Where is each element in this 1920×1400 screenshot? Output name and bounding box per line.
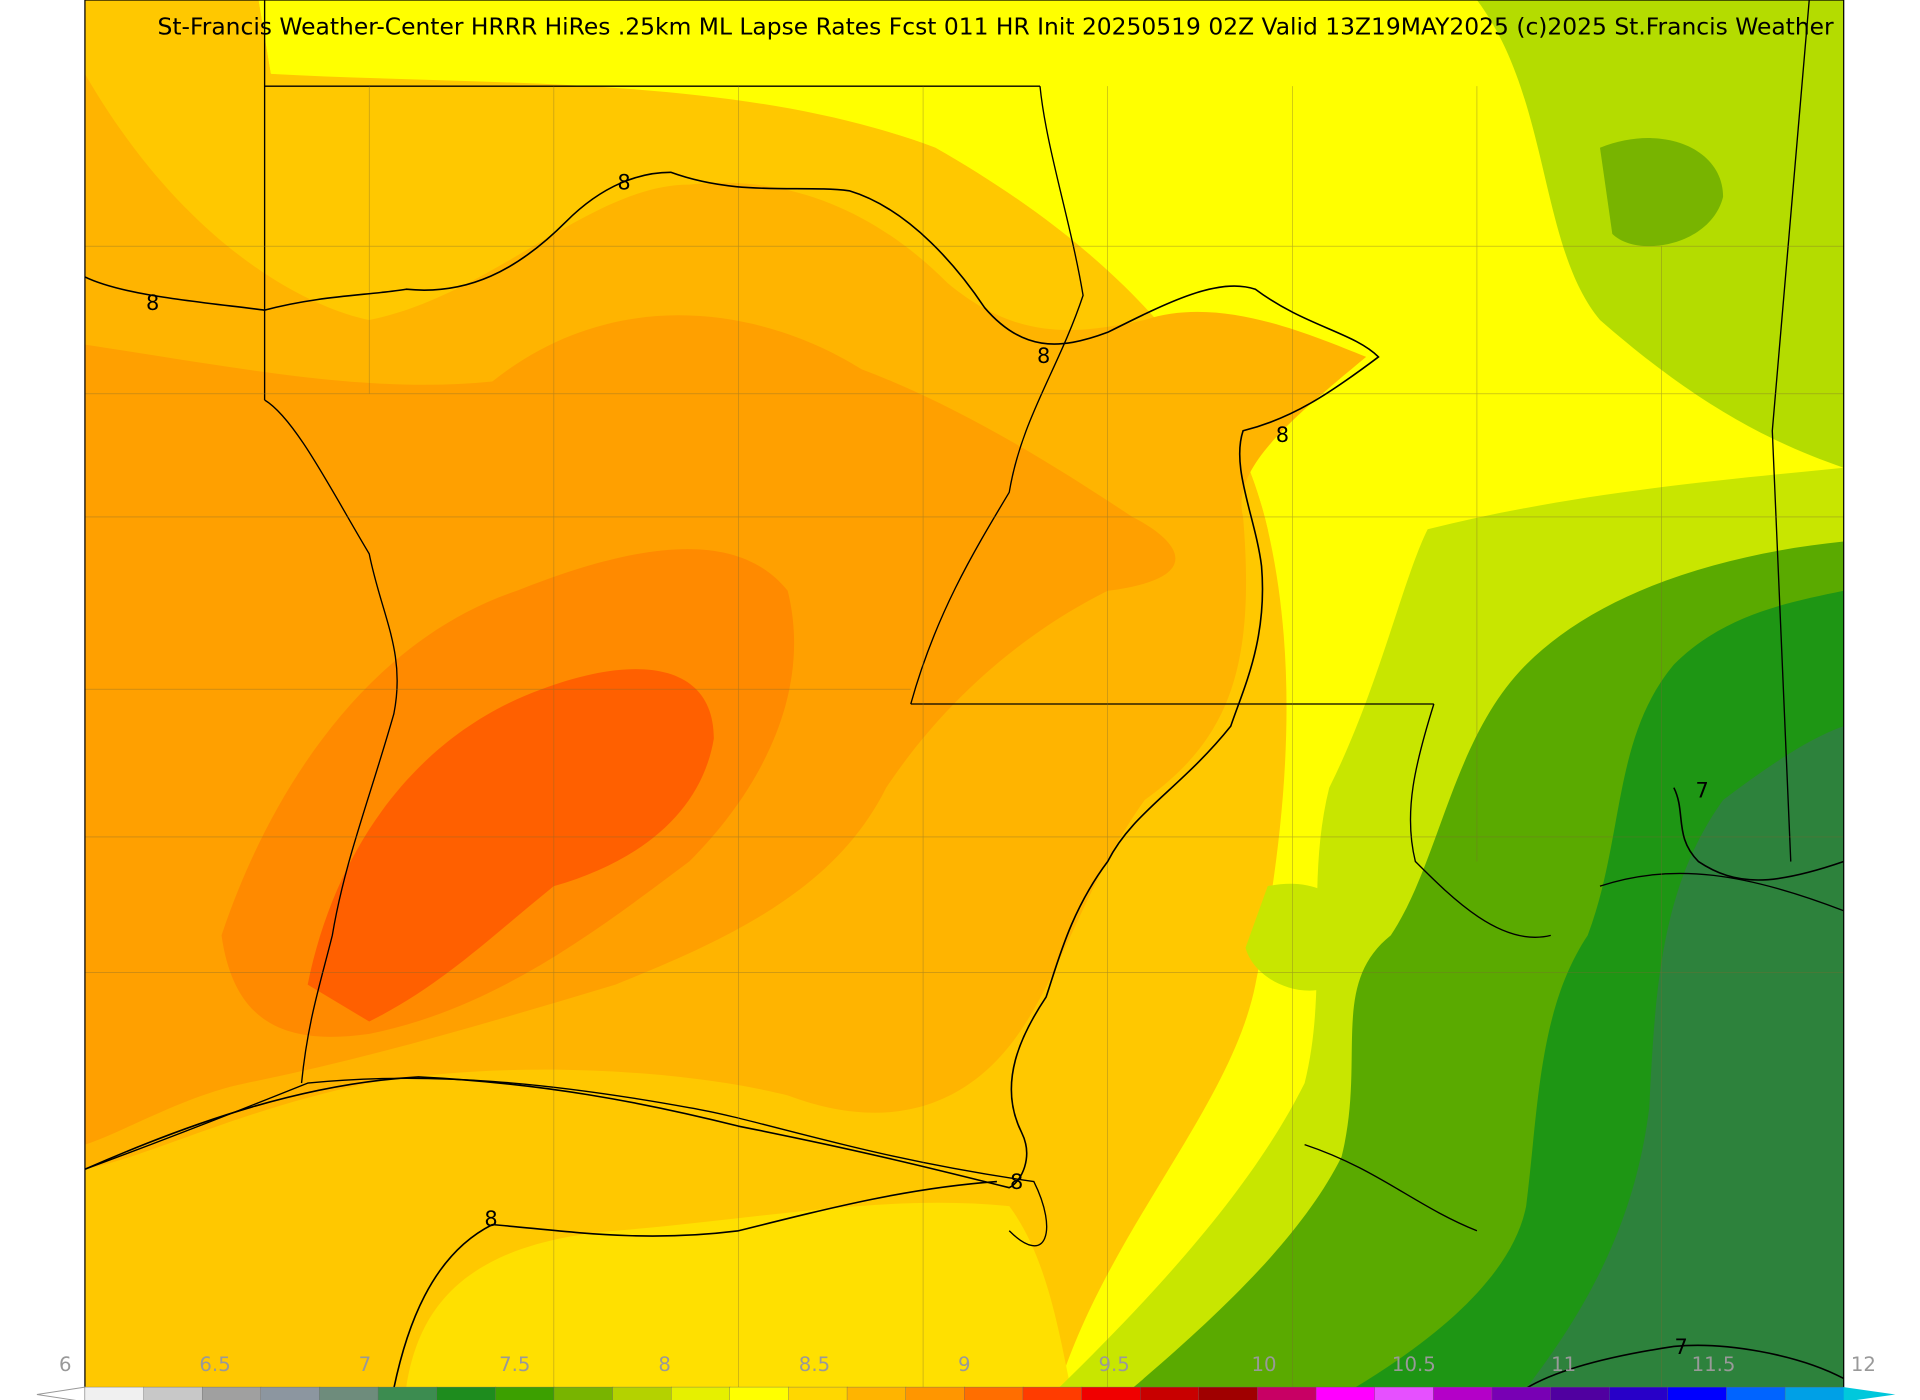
colorbar-tick-label: 11 [1551, 1353, 1576, 1376]
colorbar-tick-label: 6 [59, 1353, 72, 1376]
colorbar-segment [1081, 1386, 1141, 1400]
colorbar-segment [905, 1386, 966, 1400]
colorbar-segment [553, 1386, 614, 1400]
colorbar-segment [143, 1386, 203, 1400]
map-title: St-Francis Weather-Center HRRR HiRes .25… [158, 12, 1834, 40]
colorbar-tick-label: 10 [1251, 1353, 1276, 1376]
colorbar-tick-label: 7 [359, 1353, 372, 1376]
colorbar-segment [1784, 1386, 1845, 1400]
contour-label: 8 [1276, 423, 1289, 447]
colorbar-segment [729, 1386, 790, 1400]
colorbar-segment [670, 1386, 731, 1400]
colorbar-segment [1550, 1386, 1610, 1400]
colorbar-tick-label: 9 [958, 1353, 971, 1376]
colorbar-segment [1022, 1386, 1083, 1400]
colorbar-segment [846, 1386, 907, 1400]
boundaries [84, 0, 1844, 1389]
contour-label: 7 [1675, 1335, 1688, 1359]
contours [84, 171, 1845, 1389]
colorbar-segment [788, 1386, 848, 1400]
contour-label: 8 [1010, 1170, 1023, 1194]
colorbar-segment [1609, 1386, 1669, 1400]
colorbar-segment [1726, 1386, 1786, 1400]
contour-labels: 8 8 8 8 8 8 7 7 [146, 171, 1709, 1359]
colorbar: 6 6.5 7 7.5 8 8.5 9 9.5 10 10.5 11 11.5 12 [36, 1353, 1896, 1400]
colorbar-segment [260, 1386, 321, 1400]
colorbar-tick-label: 9.5 [1098, 1353, 1129, 1376]
colorbar-segment [1198, 1386, 1259, 1400]
colorbar-segment [1140, 1386, 1200, 1400]
contour-label: 8 [617, 171, 630, 195]
colorbar-segment [1491, 1386, 1552, 1400]
colorbar-tick-label: 8.5 [799, 1353, 830, 1376]
colorbar-tick-label: 10.5 [1392, 1353, 1436, 1376]
colorbar-tick-label: 12 [1851, 1353, 1876, 1376]
contour-label: 8 [146, 291, 159, 315]
colorbar-segment [1433, 1386, 1493, 1400]
colorbar-tick-label: 8 [658, 1353, 671, 1376]
field [84, 0, 1844, 1389]
contour-label: 8 [484, 1207, 497, 1231]
contour-label: 7 [1695, 779, 1708, 803]
colorbar-segment [84, 1386, 145, 1400]
colorbar-segment [1667, 1386, 1728, 1400]
colorbar-segment [1257, 1386, 1317, 1400]
colorbar-tick-label: 7.5 [499, 1353, 530, 1376]
colorbar-segment [436, 1386, 497, 1400]
colorbar-tick-label: 11.5 [1692, 1353, 1736, 1376]
colorbar-arrow-right [1843, 1387, 1896, 1400]
colorbar-segment [377, 1386, 438, 1400]
colorbar-segment [319, 1386, 379, 1400]
colorbar-tick-label: 6.5 [199, 1353, 230, 1376]
colorbar-segment [1315, 1386, 1376, 1400]
colorbar-segment [1374, 1386, 1435, 1400]
contour-label: 8 [1037, 344, 1050, 368]
colorbar-segment [964, 1386, 1024, 1400]
colorbar-segment [201, 1386, 262, 1400]
colorbar-arrow-left [36, 1386, 86, 1400]
colorbar-segment [612, 1386, 672, 1400]
colorbar-segment [495, 1386, 555, 1400]
